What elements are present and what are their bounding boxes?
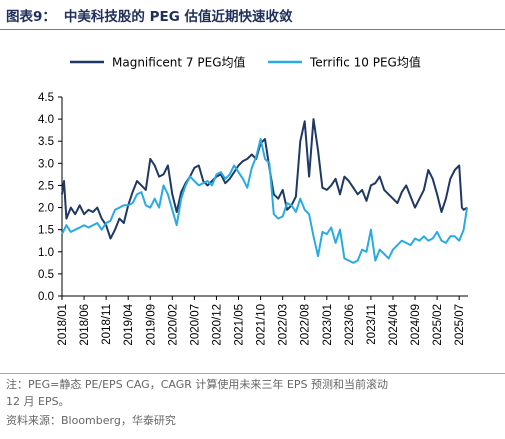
x-tick-label: 2020/12 — [211, 304, 223, 346]
figure-number: 图表9： — [6, 9, 56, 25]
x-tick-label: 2019/09 — [145, 304, 157, 346]
chart-series — [61, 118, 469, 264]
figure-title-text: 中美科技股的 PEG 估值近期快速收敛 — [63, 9, 293, 25]
y-tick-label: 1.0 — [38, 247, 54, 259]
y-tick-label: 4.5 — [38, 92, 54, 104]
x-tick-label: 2024/04 — [388, 303, 400, 345]
title-rule — [0, 29, 505, 30]
legend-label-terrific-10: Terrific 10 PEG均值 — [309, 55, 421, 70]
x-tick-label: 2022/08 — [300, 304, 312, 346]
x-tick-label: 2020/02 — [167, 304, 179, 346]
chart-area: Magnificent 7 PEG均值 Terrific 10 PEG均值 0.0… — [38, 55, 469, 346]
x-tick-label: 2025/02 — [432, 304, 444, 346]
series-line-magnificent-7 — [61, 118, 468, 240]
series-line-terrific-10 — [61, 138, 469, 264]
y-tick-label: 0.0 — [38, 291, 54, 303]
x-tick-label: 2020/07 — [189, 304, 201, 346]
x-tick-label: 2019/04 — [123, 303, 135, 345]
chart-legend: Magnificent 7 PEG均值 Terrific 10 PEG均值 — [70, 55, 421, 70]
x-tick-label: 2023/01 — [322, 304, 334, 346]
y-tick-label: 4.0 — [38, 114, 54, 126]
notes-rule — [0, 373, 505, 374]
y-tick-label: 0.5 — [38, 269, 54, 281]
y-tick-label: 2.5 — [38, 180, 54, 192]
y-tick-label: 1.5 — [38, 225, 54, 237]
y-tick-label: 3.0 — [38, 158, 54, 170]
chart-axes: 0.0 0.5 1.0 1.5 2.0 2.5 3.0 3.5 4.0 4.5 2018/01 201… — [38, 92, 468, 346]
x-tick-label: 2018/11 — [101, 304, 113, 345]
source-note: 资料来源：Bloomberg，华泰研究 — [6, 414, 176, 427]
footnote-line-1: 注：PEG=静态 PE/EPS CAG，CAGR 计算使用未来三年 EPS 预测… — [6, 378, 388, 391]
footnote-line-2: 12 月 EPS。 — [6, 395, 70, 408]
x-tick-label: 2018/01 — [57, 304, 69, 346]
legend-label-magnificent-7: Magnificent 7 PEG均值 — [112, 55, 246, 70]
x-tick-label: 2021/05 — [234, 304, 246, 346]
x-tick-label: 2023/11 — [366, 304, 378, 345]
x-tick-label: 2024/09 — [410, 304, 422, 346]
x-tick-label: 2023/06 — [344, 304, 356, 346]
y-tick-label: 3.5 — [38, 136, 54, 148]
y-tick-label: 2.0 — [38, 203, 54, 215]
x-tick-label: 2021/10 — [256, 304, 268, 346]
x-tick-label: 2018/06 — [79, 304, 91, 346]
figure-title: 图表9： 中美科技股的 PEG 估值近期快速收敛 — [6, 5, 293, 25]
x-tick-label: 2025/07 — [454, 304, 466, 346]
x-tick-label: 2022/03 — [278, 304, 290, 346]
